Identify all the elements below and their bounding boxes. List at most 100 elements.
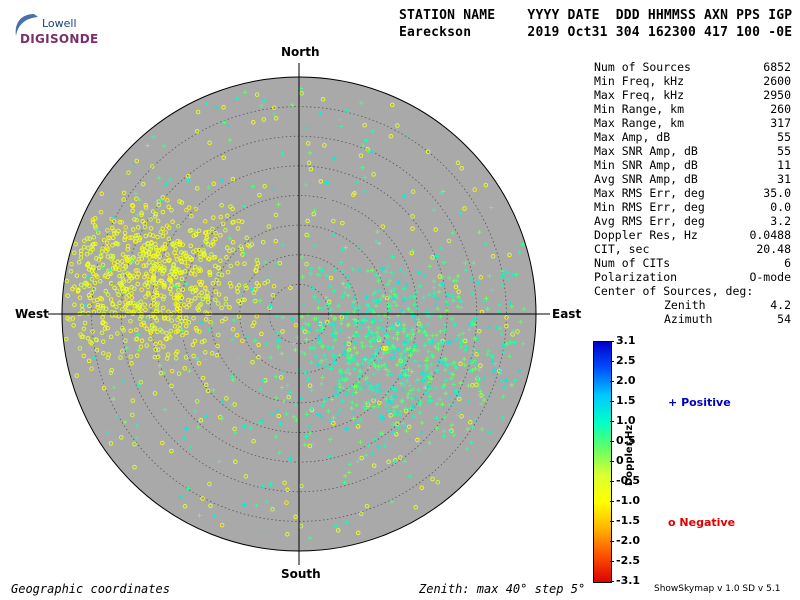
negative-doppler-point: [102, 326, 108, 331]
positive-doppler-point: [355, 459, 360, 464]
positive-doppler-point: [484, 296, 489, 301]
negative-doppler-point: [160, 440, 165, 446]
negative-doppler-point: [115, 331, 120, 336]
positive-doppler-point: [412, 343, 417, 349]
positive-doppler-point: [230, 374, 235, 379]
negative-doppler-point: [135, 301, 141, 307]
positive-doppler-point: [455, 304, 461, 309]
positive-doppler-point: [196, 425, 201, 430]
negative-doppler-point: [110, 243, 115, 248]
negative-doppler-point: [150, 295, 156, 300]
positive-doppler-point: [306, 233, 312, 239]
negative-doppler-point: [413, 505, 418, 510]
stat-label: Polarization: [594, 270, 678, 284]
positive-doppler-point: [376, 312, 381, 317]
positive-doppler-point: [521, 306, 527, 312]
negative-doppler-point: [228, 204, 233, 209]
plus-marker-icon: +: [668, 396, 678, 409]
positive-doppler-point: [366, 443, 371, 448]
positive-doppler-point: [95, 228, 100, 233]
positive-doppler-point: [373, 303, 379, 309]
negative-doppler-point: [453, 284, 459, 290]
positive-doppler-point: [353, 330, 359, 335]
negative-doppler-point: [152, 391, 158, 396]
positive-doppler-point: [424, 363, 429, 368]
positive-doppler-point: [499, 331, 504, 337]
negative-doppler-point: [161, 280, 167, 286]
negative-doppler-point: [256, 283, 261, 288]
positive-doppler-point: [433, 302, 438, 308]
positive-doppler-point: [470, 425, 475, 430]
negative-doppler-point: [89, 276, 95, 282]
positive-doppler-point: [486, 325, 492, 330]
negative-doppler-point: [180, 333, 185, 338]
negative-doppler-point: [108, 271, 113, 277]
positive-doppler-point: [449, 376, 454, 381]
negative-doppler-point: [139, 210, 144, 216]
colorbar-tick-mark: [610, 461, 614, 462]
negative-doppler-point: [388, 413, 393, 418]
negative-doppler-point: [179, 250, 184, 255]
negative-doppler-point: [152, 326, 158, 331]
south-label: South: [281, 567, 321, 581]
positive-doppler-point: [478, 389, 483, 394]
negative-doppler-point: [123, 225, 128, 230]
positive-doppler-point: [380, 266, 385, 271]
positive-doppler-point: [354, 179, 360, 185]
positive-doppler-point: [433, 386, 438, 391]
positive-doppler-point: [273, 374, 279, 379]
positive-doppler-point: [452, 360, 457, 365]
negative-doppler-point: [126, 278, 132, 283]
positive-doppler-point: [184, 426, 189, 431]
positive-doppler-point: [492, 368, 497, 373]
negative-doppler-point: [173, 356, 179, 361]
positive-doppler-point: [242, 502, 247, 507]
positive-doppler-point: [463, 260, 468, 266]
positive-doppler-point: [418, 284, 423, 289]
negative-doppler-point: [250, 360, 255, 365]
positive-doppler-point: [291, 414, 297, 420]
positive-doppler-point: [383, 397, 389, 402]
positive-doppler-point: [499, 378, 504, 383]
negative-doppler-point: [196, 247, 202, 253]
negative-doppler-point: [227, 305, 232, 310]
positive-doppler-point: [327, 283, 333, 289]
positive-doppler-point: [358, 417, 364, 422]
positive-doppler-point: [363, 376, 368, 382]
positive-doppler-point: [317, 273, 323, 278]
positive-doppler-point: [443, 356, 448, 361]
negative-doppler-point: [304, 232, 309, 238]
positive-doppler-point: [447, 370, 452, 375]
positive-doppler-point: [91, 355, 97, 361]
negative-doppler-point: [108, 297, 114, 302]
negative-doppler-point: [148, 303, 154, 308]
positive-doppler-point: [259, 484, 265, 489]
negative-doppler-point: [244, 285, 249, 291]
stat-label: Max RMS Err, deg: [594, 186, 705, 200]
negative-doppler-point: [148, 217, 153, 222]
positive-doppler-point: [377, 345, 383, 351]
positive-doppler-point: [275, 263, 280, 269]
positive-doppler-point: [401, 342, 407, 347]
negative-doppler-point: [472, 187, 477, 192]
positive-doppler-point: [380, 326, 386, 331]
positive-doppler-point: [458, 299, 463, 304]
colorbar-tick-mark: [610, 361, 614, 362]
negative-doppler-point: [172, 271, 178, 276]
positive-doppler-point: [401, 382, 407, 388]
negative-doppler-point: [193, 296, 198, 301]
positive-doppler-point: [424, 358, 429, 363]
negative-doppler-point: [198, 282, 204, 288]
positive-doppler-point: [396, 320, 401, 325]
negative-doppler-point: [132, 303, 137, 309]
negative-doppler-point: [143, 263, 149, 268]
positive-doppler-point: [308, 327, 313, 332]
positive-doppler-point: [369, 357, 375, 363]
software-version-label: ShowSkymap v 1.0 SD v 5.1: [654, 584, 781, 594]
negative-doppler-point: [169, 207, 174, 213]
positive-doppler-point: [245, 333, 250, 339]
stat-row: Num of Sources 6852: [594, 60, 791, 74]
negative-doppler-point: [218, 214, 224, 220]
positive-doppler-point: [504, 341, 509, 347]
negative-doppler-point: [75, 289, 81, 294]
